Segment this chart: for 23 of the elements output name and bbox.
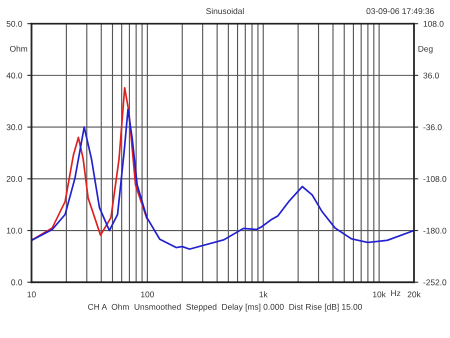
x-tick-label: 10: [28, 291, 36, 298]
y-tick-label: 10.0: [6, 228, 22, 234]
y-tick-label: 20.0: [6, 176, 22, 182]
text: 03-09-06 17:49:36: [366, 8, 434, 14]
x-tick-label: 100: [141, 291, 154, 298]
x-tick-label: 20k: [408, 291, 421, 298]
x-axis-title: Hz: [391, 290, 400, 296]
y-tick-label: 0.0: [11, 279, 22, 286]
y2-tick-label: -108.0: [423, 176, 446, 182]
y2-tick-label: -36.0: [423, 124, 442, 130]
x-tick-label: 10k: [373, 291, 386, 298]
y2-axis-title: Deg: [418, 46, 433, 54]
y2-tick-label: 36.0: [423, 72, 439, 78]
y2-tick-label: -180.0: [423, 228, 446, 234]
y-tick-label: 50.0: [6, 20, 22, 27]
y-tick-label: 40.0: [6, 72, 22, 78]
chart-title: Sinusoidal: [206, 8, 244, 14]
text: CH A Ohm Unsmoothed Stepped Delay [ms] 0.000 Dist Rise [dB] 15.00: [88, 304, 362, 312]
y2-tick-label: 108.0: [424, 20, 444, 27]
y2-tick-label: -252.0: [423, 279, 446, 286]
y-axis-title: Ohm: [10, 46, 28, 52]
y-tick-label: 30.0: [6, 124, 22, 130]
x-tick-label: 1k: [259, 291, 268, 298]
